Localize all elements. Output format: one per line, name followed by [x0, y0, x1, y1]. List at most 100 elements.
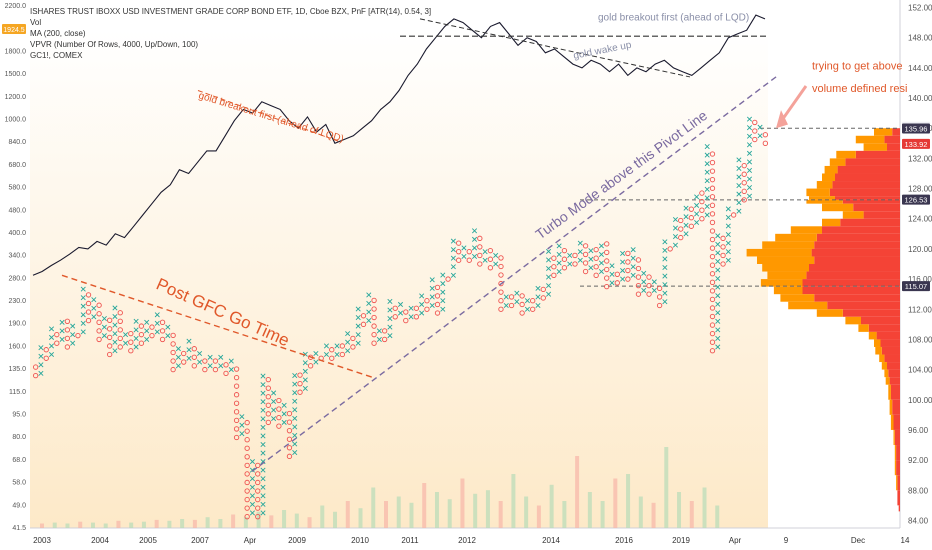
pnf-x-column: [736, 157, 742, 214]
pnf-o-box: [191, 363, 197, 369]
pnf-x-box: [260, 484, 266, 490]
pnf-o-box: [709, 176, 716, 183]
pnf-x-column: [345, 331, 351, 354]
pnf-o-column: [582, 243, 589, 275]
pnf-x-box: [408, 305, 414, 311]
time-tick-label: 2007: [191, 536, 209, 545]
volume-bar: [715, 505, 720, 528]
pnf-o-box: [709, 211, 716, 217]
vpvr-up-bar: [874, 339, 881, 347]
pnf-o-box: [371, 306, 377, 312]
price-tag: 133.92: [902, 138, 930, 149]
pnf-x-box: [260, 501, 266, 507]
pnf-o-box: [709, 194, 716, 200]
pnf-o-box: [170, 358, 176, 364]
pnf-x-column: [683, 205, 689, 237]
pnf-o-box: [128, 348, 134, 354]
pnf-o-box: [233, 417, 240, 424]
volume-bar: [129, 522, 134, 528]
pnf-x-box: [48, 343, 55, 349]
pnf-o-box: [720, 252, 726, 259]
pnf-x-column: [397, 301, 404, 316]
pnf-x-box: [662, 273, 668, 279]
time-tick-label: 2009: [288, 536, 306, 545]
pnf-o-box: [107, 326, 113, 332]
vpvr-up-bar: [863, 143, 887, 151]
vpvr-up-bar: [896, 475, 898, 491]
pnf-o-box: [64, 318, 71, 324]
pnf-x-box: [207, 354, 213, 360]
pnf-x-box: [746, 142, 753, 148]
pnf-o-column: [170, 332, 176, 373]
pnf-x-box: [419, 310, 425, 316]
pnf-x-box: [197, 359, 203, 365]
pnf-o-column: [413, 305, 420, 320]
pnf-o-box: [255, 488, 261, 494]
pnf-o-column: [762, 132, 769, 146]
volume-bar: [154, 519, 159, 528]
pnf-x-box: [387, 324, 393, 330]
vpvr-down-bar: [835, 173, 900, 182]
gold-tick-label: 1800.0: [5, 48, 27, 55]
pnf-o-box: [709, 262, 716, 268]
vpvr-up-bar: [824, 165, 838, 174]
pnf-o-box: [678, 217, 684, 224]
pnf-o-box: [593, 246, 599, 253]
pnf-o-box: [233, 409, 240, 415]
price-tick-label: 140.00: [908, 94, 932, 103]
pnf-x-box: [662, 282, 668, 288]
pnf-o-box: [424, 306, 430, 312]
pnf-x-box: [715, 276, 721, 282]
pnf-o-box: [223, 370, 229, 377]
volume-bar: [180, 519, 185, 528]
gold-tick-label: 49.0: [12, 502, 26, 509]
pnf-x-box: [355, 340, 361, 346]
pnf-x-column: [122, 332, 129, 346]
vpvr-down-bar: [802, 279, 900, 287]
pnf-x-box: [567, 261, 573, 267]
vpvr-down-bar: [863, 211, 900, 219]
pnf-x-box: [715, 301, 721, 307]
pnf-x-box: [249, 476, 255, 482]
pnf-o-box: [244, 479, 250, 486]
volume-bar: [613, 478, 618, 528]
pnf-o-box: [297, 372, 303, 378]
vpvr-up-bar: [858, 324, 869, 332]
pnf-o-box: [32, 372, 39, 379]
pnf-x-box: [387, 298, 393, 304]
pnf-x-box: [440, 272, 446, 278]
price-tick-label: 108.00: [908, 335, 932, 344]
pnf-x-box: [556, 251, 562, 257]
pnf-o-box: [265, 394, 271, 400]
vpvr-up-bar: [757, 256, 815, 264]
pnf-x-box: [704, 144, 710, 150]
volume-bar: [626, 474, 631, 528]
pnf-x-column: [165, 324, 171, 339]
pnf-o-box: [371, 297, 377, 304]
pnf-x-column: [249, 459, 255, 516]
pnf-x-box: [630, 272, 636, 278]
pnf-x-box: [91, 314, 97, 320]
pnf-x-box: [588, 256, 594, 262]
pnf-x-box: [704, 169, 710, 175]
pnf-x-box: [165, 324, 171, 330]
pnf-x-column: [482, 249, 488, 263]
vpvr-up-bar: [868, 331, 877, 340]
pnf-o-box: [307, 363, 314, 369]
gold-tick-label: 230.0: [8, 298, 26, 305]
pnf-o-box: [371, 331, 377, 338]
pnf-x-box: [471, 253, 478, 259]
pnf-o-box: [720, 244, 726, 250]
pnf-o-box: [413, 305, 420, 311]
volume-bar: [651, 502, 656, 528]
pnf-o-box: [604, 275, 610, 281]
pnf-o-box: [720, 235, 726, 242]
pnf-o-box: [265, 402, 271, 408]
volume-bar: [409, 502, 414, 528]
pnf-x-box: [186, 338, 192, 344]
pnf-o-box: [551, 255, 557, 261]
pnf-x-column: [292, 373, 298, 456]
pnf-o-box: [730, 212, 737, 218]
vpvr-down-bar: [892, 128, 900, 136]
